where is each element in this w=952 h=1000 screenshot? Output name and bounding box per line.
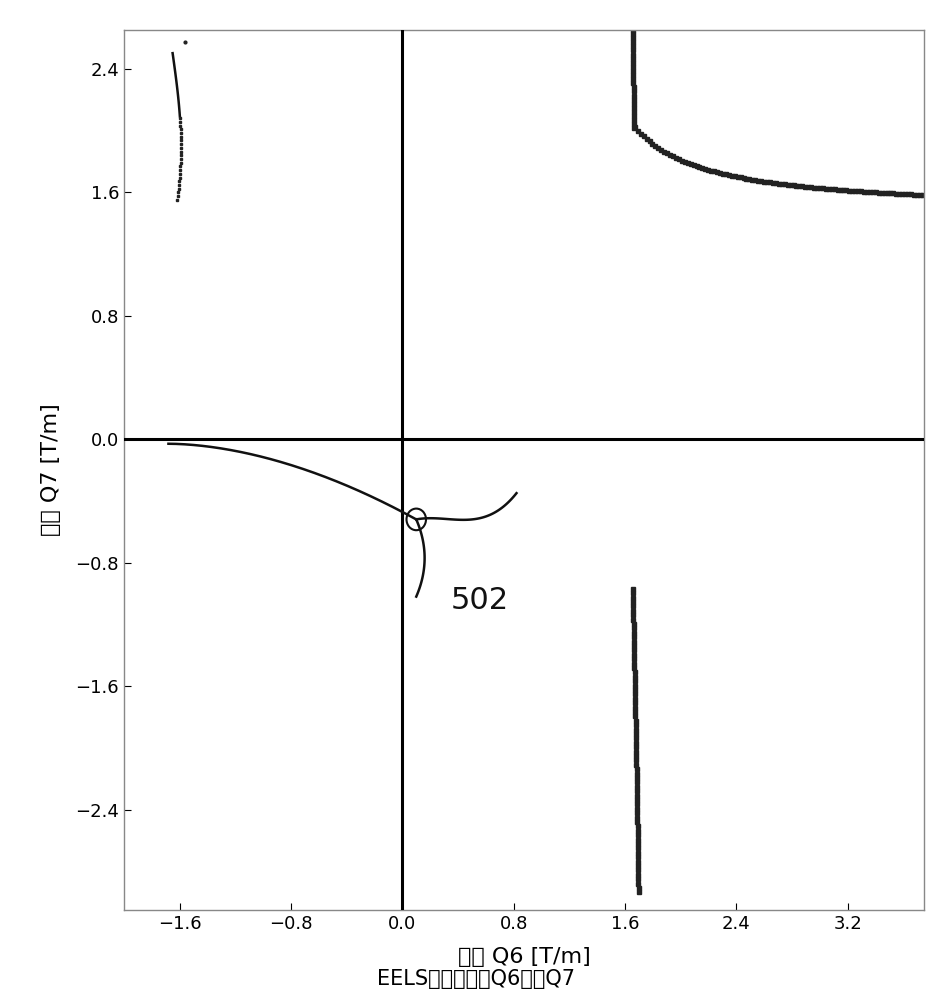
X-axis label: 激发 Q6 [T/m]: 激发 Q6 [T/m] [457,947,590,967]
Text: EELS解决方案，Q6对比Q7: EELS解决方案，Q6对比Q7 [377,969,575,989]
Y-axis label: 激发 Q7 [T/m]: 激发 Q7 [T/m] [41,404,61,536]
Text: 502: 502 [450,586,508,615]
